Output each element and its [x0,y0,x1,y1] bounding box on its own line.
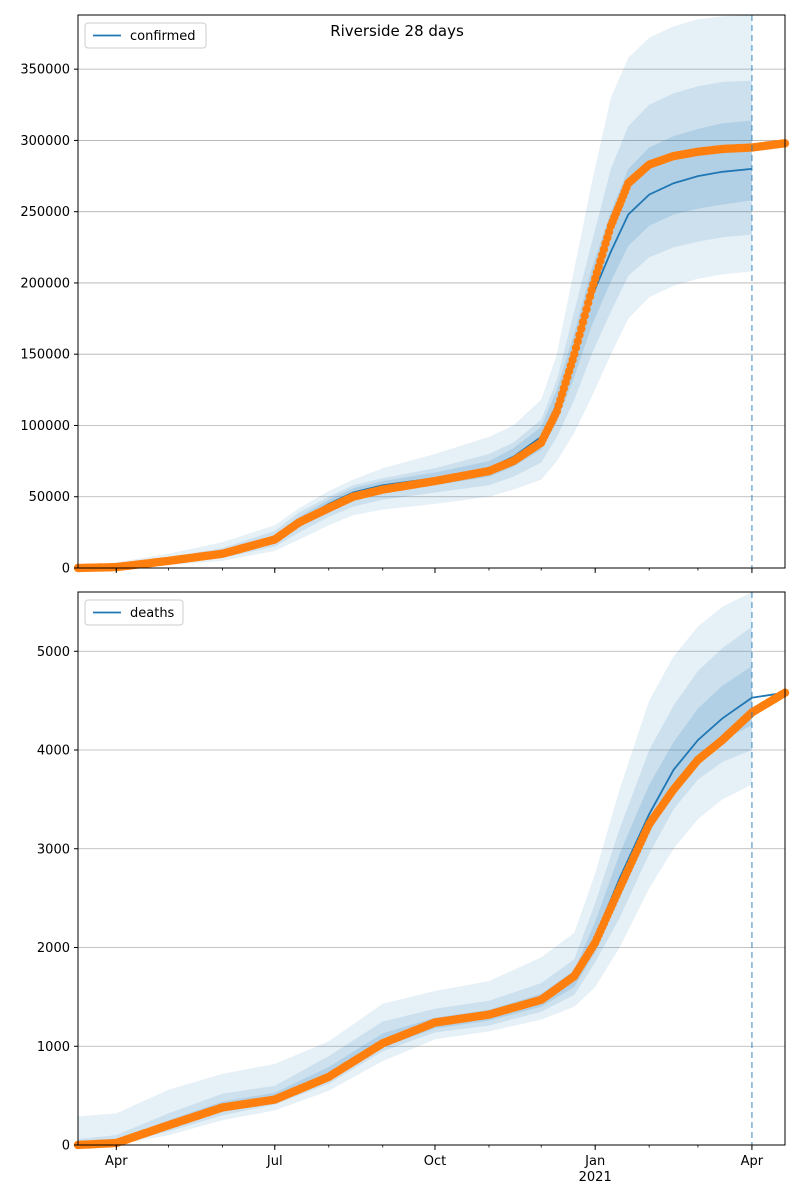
y-tick-label-4: 4000 [37,744,70,759]
data-point-290 [578,317,588,327]
confidence-band-inner [78,120,752,568]
confirmed-bands [78,15,752,568]
legend-label: deaths [130,606,175,621]
data-point-291 [580,311,589,320]
x-tick-sublabel-3: 2021 [579,1170,612,1185]
y-tick-label-5: 250000 [20,205,70,220]
confidence-band-outer [78,592,752,1145]
data-point-292 [582,305,591,314]
x-tick-label-3: Jan [584,1154,605,1169]
y-tick-label-2: 100000 [20,419,70,434]
x-tick-label-4: Apr [741,1154,764,1169]
data-point-288 [575,330,584,340]
y-tick-label-1: 1000 [37,1040,70,1055]
legend-label: confirmed [130,29,196,44]
y-tick-label-3: 3000 [37,842,70,857]
plot-frame [77,591,786,1146]
y-tick-label-6: 300000 [20,134,70,149]
data-point-287 [573,337,582,346]
x-tick-label-2: Oct [424,1154,446,1169]
y-tick-label-2: 2000 [37,941,70,956]
confidence-band-middle [78,80,752,568]
deaths-bands [78,592,752,1145]
y-tick-label-3: 150000 [20,348,70,363]
data-point-294 [585,292,595,301]
deaths-points [73,688,790,1150]
y-tick-label-0: 0 [62,562,70,577]
confirmed-panel: 0 50000 100000 150000 200000 250000 300000 3500… [20,14,790,577]
data-point-289 [577,324,586,333]
y-tick-label-5: 5000 [37,645,70,660]
deaths-legend[interactable]: deaths [84,599,184,626]
data-point-285 [570,350,579,359]
confirmed-points [73,139,790,573]
y-tick-label-7: 350000 [20,63,70,78]
y-tick-label-4: 200000 [20,276,70,291]
y-tick-label-0: 0 [62,1139,70,1154]
data-point-286 [571,343,581,352]
plot-frame [77,14,786,569]
data-point-293 [584,298,593,308]
deaths-grid [78,650,785,1047]
x-tick-label-1: Jul [266,1154,283,1169]
confirmed-legend[interactable]: confirmed [84,22,207,49]
chart-title: Riverside 28 days [330,22,464,40]
confidence-band-outer [78,15,752,568]
x-tick-label-0: Apr [105,1154,128,1169]
confirmed-grid [78,68,785,498]
legend-box [84,22,207,49]
y-tick-label-1: 50000 [29,490,70,505]
legend-box [84,599,184,626]
confirmed-axes: 0 50000 100000 150000 200000 250000 300000 3500… [20,14,786,577]
